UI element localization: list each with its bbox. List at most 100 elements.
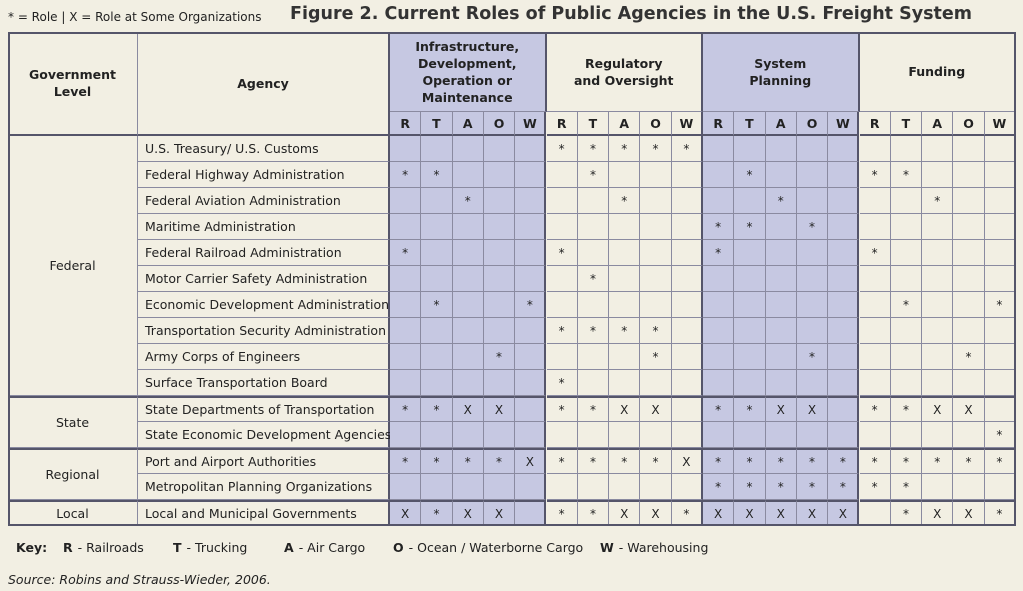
role-cell xyxy=(671,422,703,448)
subcolumn-header: T xyxy=(734,112,766,136)
role-cell: * xyxy=(984,448,1016,474)
key-code: A xyxy=(284,540,294,555)
level-cell: Local xyxy=(8,500,138,526)
level-cell: State xyxy=(8,396,138,448)
role-cell xyxy=(890,370,923,396)
role-cell: * xyxy=(546,136,578,162)
role-cell xyxy=(609,240,641,266)
role-cell xyxy=(828,344,860,370)
role-cell xyxy=(828,422,860,448)
role-cell xyxy=(984,474,1016,500)
role-cell xyxy=(452,292,484,318)
agency-cell: Local and Municipal Governments xyxy=(138,500,390,526)
key-item: W - Warehousing xyxy=(600,540,708,555)
agency-cell: Transportation Security Administration xyxy=(138,318,390,344)
agency-cell: Army Corps of Engineers xyxy=(138,344,390,370)
role-cell xyxy=(640,370,672,396)
role-cell xyxy=(671,318,703,344)
role-cell: * xyxy=(546,318,578,344)
role-cell xyxy=(953,136,985,162)
role-cell: * xyxy=(984,422,1016,448)
role-cell xyxy=(796,318,829,344)
agency-cell: State Departments of Transportation xyxy=(138,396,390,422)
role-cell: * xyxy=(984,292,1016,318)
role-cell xyxy=(421,188,453,214)
key-text: - Trucking xyxy=(186,540,248,555)
key-code: R xyxy=(63,540,73,555)
key-code: O xyxy=(393,540,404,555)
role-cell xyxy=(984,344,1016,370)
role-cell xyxy=(421,344,453,370)
role-cell xyxy=(390,292,422,318)
role-cell: * xyxy=(577,136,610,162)
group-header: Infrastructure, Development, Operation o… xyxy=(390,32,547,112)
role-cell: * xyxy=(890,448,923,474)
role-cell xyxy=(609,344,641,370)
role-cell xyxy=(452,136,484,162)
role-cell xyxy=(953,474,985,500)
role-cell: * xyxy=(890,474,923,500)
role-cell: * xyxy=(577,266,610,292)
role-cell: X xyxy=(953,500,985,526)
role-cell xyxy=(640,162,672,188)
role-cell xyxy=(765,344,797,370)
role-cell: * xyxy=(452,448,484,474)
role-cell xyxy=(390,266,422,292)
role-cell xyxy=(421,318,453,344)
role-cell xyxy=(890,136,923,162)
role-cell xyxy=(515,422,547,448)
role-cell xyxy=(671,344,703,370)
role-cell: X xyxy=(390,500,422,526)
role-cell: * xyxy=(890,162,923,188)
role-cell: * xyxy=(828,474,860,500)
level-cell: Regional xyxy=(8,448,138,500)
role-cell: X xyxy=(483,500,516,526)
role-cell: * xyxy=(546,448,578,474)
role-cell xyxy=(640,292,672,318)
key-text: - Railroads xyxy=(77,540,144,555)
role-cell: * xyxy=(577,500,610,526)
role-cell: * xyxy=(922,188,954,214)
agency-cell: Federal Railroad Administration xyxy=(138,240,390,266)
role-cell: * xyxy=(546,396,578,422)
role-cell xyxy=(734,266,766,292)
agency-cell: Surface Transportation Board xyxy=(138,370,390,396)
role-cell xyxy=(734,240,766,266)
role-cell: * xyxy=(609,188,641,214)
role-cell xyxy=(859,344,891,370)
role-cell xyxy=(483,188,516,214)
role-cell xyxy=(922,344,954,370)
role-cell: * xyxy=(703,474,735,500)
role-cell xyxy=(483,318,516,344)
role-cell: X xyxy=(796,396,829,422)
role-cell xyxy=(515,396,547,422)
role-cell: * xyxy=(577,162,610,188)
role-cell xyxy=(577,370,610,396)
role-cell xyxy=(796,162,829,188)
role-cell xyxy=(703,292,735,318)
role-cell xyxy=(734,422,766,448)
role-cell xyxy=(483,162,516,188)
role-cell: * xyxy=(828,448,860,474)
role-cell xyxy=(671,266,703,292)
role-cell xyxy=(734,188,766,214)
role-cell xyxy=(390,344,422,370)
agency-cell: Port and Airport Authorities xyxy=(138,448,390,474)
role-cell xyxy=(828,396,860,422)
role-cell xyxy=(483,370,516,396)
role-cell xyxy=(796,422,829,448)
role-cell xyxy=(640,188,672,214)
key-code: T xyxy=(173,540,182,555)
role-cell: X xyxy=(796,500,829,526)
role-cell xyxy=(890,344,923,370)
role-cell: * xyxy=(609,318,641,344)
role-cell: * xyxy=(953,448,985,474)
role-cell: * xyxy=(483,448,516,474)
role-cell xyxy=(390,474,422,500)
role-cell xyxy=(953,370,985,396)
role-cell: * xyxy=(546,500,578,526)
role-cell: * xyxy=(984,500,1016,526)
role-cell xyxy=(452,214,484,240)
role-cell xyxy=(577,292,610,318)
role-cell: * xyxy=(765,474,797,500)
